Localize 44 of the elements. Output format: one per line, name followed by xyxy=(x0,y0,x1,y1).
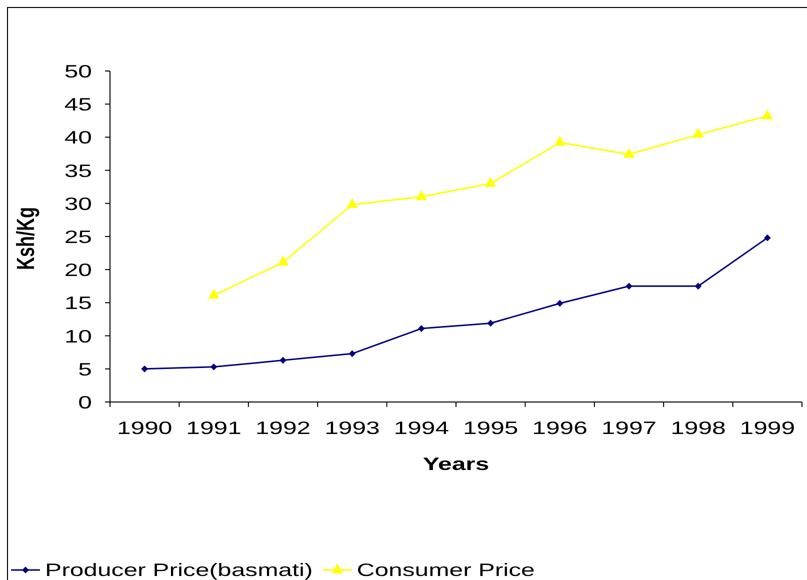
point xyxy=(346,198,358,208)
point xyxy=(418,325,425,332)
y-tick-label: 10 xyxy=(64,326,92,346)
point xyxy=(416,190,428,200)
x-tick-label: 1999 xyxy=(740,417,796,438)
legend-label: Consumer Price xyxy=(356,559,535,580)
legend-label: Producer Price(basmati) xyxy=(45,559,313,580)
x-axis-title: Years xyxy=(422,453,490,474)
point xyxy=(277,256,289,266)
x-tick-label: 1995 xyxy=(462,417,518,438)
point xyxy=(487,320,494,327)
x-tick-label: 1998 xyxy=(670,417,726,438)
point xyxy=(623,148,635,158)
point xyxy=(694,282,702,290)
y-tick-label: 25 xyxy=(64,226,92,248)
y-tick-label: 0 xyxy=(78,392,92,413)
y-tick-label: 50 xyxy=(64,60,92,82)
point xyxy=(280,356,286,364)
point xyxy=(210,363,218,370)
x-tick-label: 1990 xyxy=(116,417,172,438)
point xyxy=(762,110,774,120)
point xyxy=(348,350,356,358)
y-axis-title: Ksh/Kg xyxy=(11,207,40,270)
point xyxy=(208,288,220,299)
y-tick-label: 5 xyxy=(78,358,92,380)
point xyxy=(556,300,564,307)
point xyxy=(141,365,148,372)
y-tick-label: 30 xyxy=(64,193,92,214)
x-tick-label: 1991 xyxy=(186,417,242,438)
y-tick-label: 15 xyxy=(64,292,92,314)
x-tick-label: 1993 xyxy=(324,417,380,438)
point xyxy=(554,136,566,146)
x-tick-label: 1992 xyxy=(255,417,311,438)
point xyxy=(692,128,704,138)
point xyxy=(626,282,632,290)
point xyxy=(764,234,771,242)
y-tick-label: 20 xyxy=(64,260,92,280)
y-tick-label: 40 xyxy=(64,127,92,148)
x-tick-label: 1994 xyxy=(394,417,450,438)
point xyxy=(484,177,496,187)
x-tick-label: 1997 xyxy=(601,417,657,438)
x-tick-label: 1996 xyxy=(532,417,588,438)
y-tick-label: 45 xyxy=(64,94,92,115)
y-tick-label: 35 xyxy=(64,160,92,181)
